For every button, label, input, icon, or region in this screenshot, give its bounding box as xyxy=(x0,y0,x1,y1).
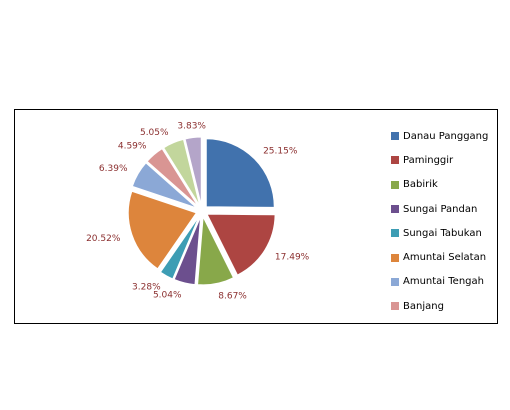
legend-label: Sungai Tabukan xyxy=(403,227,482,239)
legend-swatch xyxy=(391,180,399,189)
legend-label: Danau Panggang xyxy=(403,130,489,142)
data-label: 5.04% xyxy=(153,291,182,301)
legend-swatch xyxy=(391,253,399,262)
legend-label: Sungai Pandan xyxy=(403,203,478,215)
pie-slice xyxy=(159,215,200,280)
pie-slice xyxy=(162,138,201,206)
pie-slice xyxy=(127,190,198,270)
pie-slice xyxy=(206,213,276,276)
legend-swatch xyxy=(391,277,399,286)
legend-item: Sungai Pandan xyxy=(391,197,496,221)
data-label: 3.83% xyxy=(177,122,206,132)
data-label: 3.28% xyxy=(132,282,161,292)
legend-label: Amuntai Selatan xyxy=(403,252,487,264)
legend-item: Babirik xyxy=(391,173,496,197)
pie-slice xyxy=(205,138,275,208)
pie-slice xyxy=(131,162,198,209)
legend-swatch xyxy=(391,156,399,165)
legend-item: Amuntai Selatan xyxy=(391,245,496,269)
data-label: 8.67% xyxy=(218,291,247,301)
legend-item: Amuntai Tengah xyxy=(391,270,496,294)
legend-label: Paminggir xyxy=(403,154,454,166)
legend-swatch xyxy=(391,205,399,214)
legend-label: Amuntai Tengah xyxy=(403,276,484,288)
data-label: 5.05% xyxy=(140,128,169,138)
pie-slice xyxy=(184,136,202,206)
data-label: 25.15% xyxy=(263,146,298,156)
legend-label: Banjang xyxy=(403,300,444,312)
legend-item: Banjang xyxy=(391,294,496,318)
legend-swatch xyxy=(391,132,399,141)
legend-item: Paminggir xyxy=(391,148,496,172)
pie-chart: 25.15% 17.49% 8.67% 5.04%3.28% 20.52% 6.39% 4.… xyxy=(86,122,310,302)
legend: Danau Panggang Paminggir Babirik Sungai … xyxy=(391,124,496,318)
legend-swatch xyxy=(391,302,399,311)
legend-label: Babirik xyxy=(403,179,438,191)
legend-swatch xyxy=(391,229,399,238)
pie-slice xyxy=(146,148,199,207)
chart-frame: 25.15% 17.49% 8.67% 5.04% 3.28% 20.52% 6.39% 4.… xyxy=(14,109,498,324)
data-label: 6.39% xyxy=(99,164,128,174)
data-label: 20.52% xyxy=(86,234,121,244)
legend-item: Sungai Tabukan xyxy=(391,221,496,245)
legend-item: Danau Panggang xyxy=(391,124,496,148)
data-label: 4.59% xyxy=(118,141,147,151)
pie-slice xyxy=(173,216,202,286)
pie-slice xyxy=(197,215,235,286)
data-label: 17.49% xyxy=(275,253,310,263)
